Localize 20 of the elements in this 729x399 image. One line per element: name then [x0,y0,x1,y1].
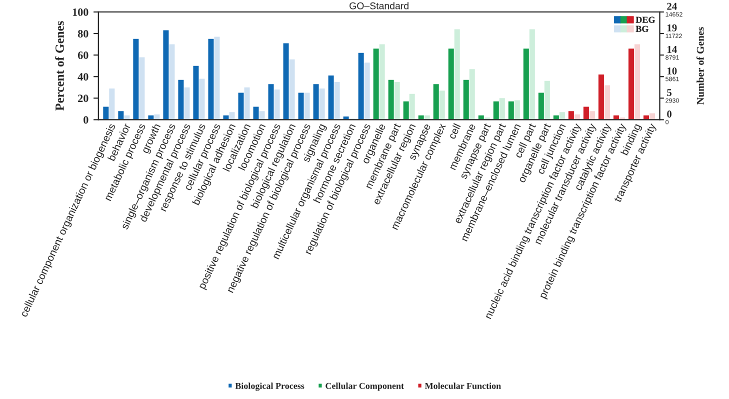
y-tick-label: 0 [84,116,88,124]
text: Molecular Function [424,382,501,389]
y2-tick-label: 10 [668,67,677,74]
legend-label: BG [636,26,648,32]
y-tick-label: 80 [78,30,88,38]
y2-tick-label: 5 [667,89,672,96]
y2-tick-label: 19 [668,24,677,32]
y-tick-label: 40 [78,73,88,81]
chart-title: GO–Standard [350,2,408,10]
text: Biological Process [235,382,304,391]
y-axis-title: Percent of Genes [55,21,64,111]
y2-axis-title: Number of Genes [696,27,704,105]
y2-tick-label: 0 [667,110,672,118]
y2-tick-label: 24 [667,2,677,10]
y-tick-label: 20 [78,94,88,102]
y-tick-label: 100 [72,8,88,16]
legend-label: DEG [636,16,655,23]
y-tick-label: 60 [78,52,88,60]
text: Cellular Component [326,382,404,391]
y2-tick-label: 14 [668,46,677,53]
